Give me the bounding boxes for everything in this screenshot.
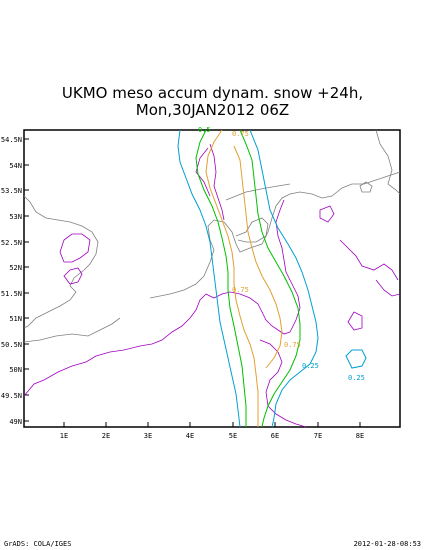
contour-025-small xyxy=(345,349,367,369)
contour-labels: 0.5 0.75 0.75 0.75 0.25 0.25 xyxy=(198,126,365,382)
map-title-line1: UKMO meso accum dynam. snow +24h, xyxy=(61,84,364,102)
grads-credit: GrADS: COLA/IGES xyxy=(4,540,72,548)
lon-label: 8E xyxy=(356,432,364,440)
lat-label: 49N xyxy=(9,418,22,426)
continental-coast xyxy=(149,171,401,299)
lon-label: 6E xyxy=(271,432,279,440)
border-north-2 xyxy=(195,147,211,197)
lon-label: 4E xyxy=(186,432,194,440)
lon-label: 7E xyxy=(314,432,322,440)
border-germany-west xyxy=(275,199,301,333)
longitude-axis: 1E 2E 3E 4E 5E 6E 7E 8E xyxy=(60,422,364,440)
lat-label: 51.5N xyxy=(1,290,22,298)
wadden-islands xyxy=(225,183,291,201)
lat-label: 50.5N xyxy=(1,341,22,349)
uk-loop xyxy=(63,267,83,285)
lon-label: 3E xyxy=(144,432,152,440)
border-north-1 xyxy=(209,143,225,221)
border-france-germany xyxy=(267,405,307,428)
generation-timestamp: 2012-01-28-08:53 xyxy=(353,540,421,548)
uk-east-region xyxy=(59,233,91,263)
contour-label: 0.25 xyxy=(302,362,319,370)
contour-05-east xyxy=(239,129,301,428)
contour-025 xyxy=(177,129,367,428)
lat-label: 51N xyxy=(9,315,22,323)
border-belgium-netherlands xyxy=(205,291,291,335)
lat-label: 53.5N xyxy=(1,187,22,195)
lat-label: 49.5N xyxy=(1,392,22,400)
coastlines xyxy=(23,129,401,343)
lat-label: 53N xyxy=(9,213,22,221)
contour-025-main xyxy=(177,129,241,428)
england-south-coast xyxy=(23,317,121,343)
contour-label: 0.5 xyxy=(198,126,211,134)
border-luxembourg xyxy=(259,339,283,407)
lat-label: 52N xyxy=(9,264,22,272)
scattered-east-2 xyxy=(339,239,399,281)
lat-label: 54N xyxy=(9,162,22,170)
map-title-line2: Mon,30JAN2012 06Z xyxy=(135,101,290,119)
england-east-coast xyxy=(23,195,99,329)
scattered-east-4 xyxy=(375,279,401,297)
lat-label: 50N xyxy=(9,366,22,374)
country-borders xyxy=(23,143,401,428)
contour-075-main xyxy=(205,129,259,427)
denmark-coast xyxy=(375,129,401,195)
latitude-axis: 54.5N 54N 53.5N 53N 52.5N 52N 51.5N 51N … xyxy=(1,136,29,426)
lon-label: 2E xyxy=(102,432,110,440)
small-island xyxy=(359,181,373,193)
contour-label: 0.75 xyxy=(284,341,301,349)
dutch-inland-sea xyxy=(235,217,269,243)
contour-label: 0.75 xyxy=(232,130,249,138)
lon-label: 5E xyxy=(229,432,237,440)
contour-label: 0.25 xyxy=(348,374,365,382)
contour-075-east xyxy=(233,145,283,369)
lon-label: 1E xyxy=(60,432,68,440)
map-frame xyxy=(23,129,401,428)
lat-label: 52.5N xyxy=(1,239,22,247)
contour-075 xyxy=(205,129,283,427)
scattered-east xyxy=(319,205,335,223)
border-france-belgium xyxy=(23,293,207,397)
contour-025-east xyxy=(249,129,319,428)
contour-05 xyxy=(195,129,301,428)
contour-05-main xyxy=(195,129,247,427)
contour-label: 0.75 xyxy=(232,286,249,294)
lat-label: 54.5N xyxy=(1,136,22,144)
scattered-east-3 xyxy=(347,311,363,331)
